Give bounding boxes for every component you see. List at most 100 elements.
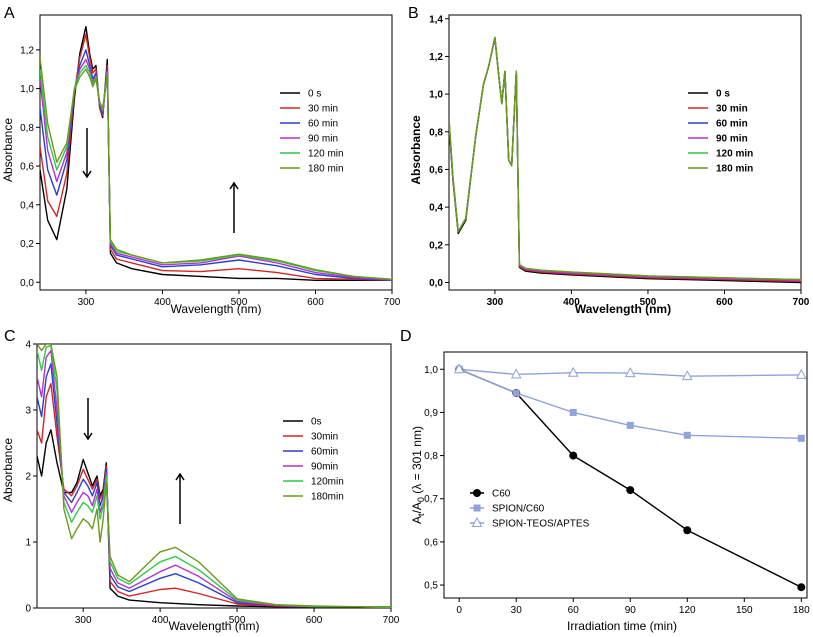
panel-d-point-spion-c60: [569, 408, 577, 416]
panel-b-legend-label: 90 min: [716, 134, 748, 145]
panel-c-legend-label: 60min: [311, 447, 338, 458]
panel-b-chart: Absorbance Wavelength (nm) 300 400 500 600 7…: [409, 14, 810, 316]
panel-letter-a: A: [4, 5, 15, 22]
panel-a-series-line-0: [40, 25, 392, 281]
panel-c-ylabel: Absorbance: [1, 438, 15, 502]
panel-a-legend-label: 60 min: [308, 119, 338, 130]
panel-d-legend-marker: [473, 504, 481, 512]
panel-c-legend-label: 120min: [311, 477, 344, 488]
panel-b-y-tick-label: 0,8: [429, 127, 443, 138]
panel-d-legend-label: C60: [492, 489, 511, 500]
panel-c-xlabel: Wavelength (nm): [169, 619, 260, 633]
panel-d-ylabel: At/A0 (λ = 301 nm): [410, 426, 426, 524]
panel-d-point-spion-teos: [510, 368, 522, 379]
panel-a-x-tick-label: 400: [154, 297, 171, 308]
panel-d-x-tick-label: 90: [625, 605, 637, 616]
panel-c-y-tick-label: 1: [25, 538, 31, 549]
panel-a-y-tick-label: 0,6: [20, 162, 34, 173]
panel-b-x-tick-label: 600: [716, 297, 733, 308]
panel-c-legend-label: 90min: [311, 462, 338, 473]
panel-d-y-tick-label: 0,9: [424, 408, 438, 419]
panel-b-series-line-1: [449, 36, 801, 283]
panel-d-x-tick-label: 120: [679, 605, 696, 616]
panel-letter-d: D: [400, 328, 412, 345]
panel-d-plot-frame: [443, 351, 808, 599]
panel-d-point-spion-teos: [681, 370, 693, 381]
panel-a-x-tick-label: 600: [307, 297, 324, 308]
panel-d-y-tick-label: 0,5: [424, 581, 438, 592]
panel-c-x-tick-label: 400: [152, 615, 169, 626]
panel-c-legend-label: 0s: [311, 417, 322, 428]
panel-a-x-tick-label: 700: [384, 297, 401, 308]
panel-b-plot-frame: [448, 14, 802, 291]
panel-b-xlabel: Wavelength (nm): [575, 302, 671, 316]
panel-d-point-spion-c60: [626, 421, 634, 429]
panel-d-y-tick-label: 1,0: [424, 365, 438, 376]
panel-c-series-line-1: [37, 382, 391, 608]
panel-d-series-line-1: [458, 368, 802, 439]
panel-d-y-tick-label: 0,6: [424, 537, 438, 548]
panel-c-arrow-up-icon: [175, 472, 185, 524]
panel-b-legend-label: 120 min: [716, 149, 753, 160]
panel-d-legend: C60 SPION/C60 SPION-TEOS/APTES: [470, 489, 590, 530]
panel-b-y-tick-label: 1,2: [429, 52, 443, 63]
panel-a-y-tick-label: 0,4: [20, 200, 34, 211]
panel-d-x-tick-label: 150: [736, 605, 753, 616]
panel-d-y-tick-label: 0,8: [424, 451, 438, 462]
panel-d-series-line-0: [458, 368, 802, 588]
panel-a-chart: Absorbance Wavelength (nm) 300 400 500 600 7…: [1, 14, 401, 316]
panel-d-xlabel: Irradiation time (min): [567, 619, 677, 633]
panel-b-x-tick-label: 300: [487, 297, 504, 308]
panel-b-ylabel: Absorbance: [409, 115, 423, 185]
panel-d-chart: At/A0 (λ = 301 nm) Irradiation time (min…: [410, 351, 810, 633]
panel-c-series-line-2: [37, 363, 391, 608]
panel-d-data-area: [458, 368, 802, 588]
panel-b-series-line-5: [449, 36, 801, 281]
panel-a-data-area: [40, 25, 392, 281]
panel-letter-c: C: [4, 328, 16, 345]
panel-c-legend: 0s 30min 60min 90min 120min 180min: [283, 417, 344, 503]
panel-b-y-tick-label: 0,2: [429, 240, 443, 251]
panel-c-x-tick-label: 500: [229, 615, 246, 626]
panel-b-data-area: [449, 36, 801, 284]
panel-d-point-spion-teos: [453, 363, 465, 374]
panel-d-legend-marker: [471, 516, 483, 527]
panel-a-arrow-down-icon: [82, 128, 92, 179]
panel-d-point-spion-teos: [567, 366, 579, 377]
panel-a-xlabel: Wavelength (nm): [171, 302, 262, 316]
panel-d-series-line-2: [459, 368, 802, 377]
panel-c-y-tick-label: 4: [25, 340, 31, 351]
panel-a-ylabel: Absorbance: [1, 118, 15, 182]
panel-a-legend-label: 30 min: [308, 104, 338, 115]
panel-c-legend-label: 180min: [311, 492, 344, 503]
panel-b-y-tick-label: 0,0: [429, 278, 443, 289]
panel-d-point-spion-teos: [795, 368, 807, 379]
panel-b-legend-label: 0 s: [716, 89, 730, 100]
panel-a-y-tick-label: 0,2: [20, 239, 34, 250]
panel-a-legend-label: 180 min: [308, 164, 344, 175]
panel-a-legend-label: 90 min: [308, 134, 338, 145]
panel-c-arrow-up-icon-head: [175, 472, 185, 481]
panel-b-legend-label: 60 min: [716, 119, 748, 130]
panel-c-arrow-down-icon-head: [83, 432, 93, 441]
panel-c-x-tick-label: 300: [75, 615, 92, 626]
panel-a-x-tick-label: 500: [231, 297, 248, 308]
panel-d-legend-label: SPION/C60: [492, 504, 545, 515]
panel-a-legend: 0 s 30 min 60 min 90 min 120 min 180 min: [280, 89, 344, 175]
panel-d-x-tick-label: 0: [456, 605, 462, 616]
panel-d-point-c60: [569, 451, 578, 460]
panel-d-point-c60: [797, 583, 806, 592]
panel-a-plot-frame: [39, 14, 393, 291]
panel-c-y-tick-label: 2: [25, 472, 31, 483]
panel-b-x-tick-label: 500: [640, 297, 657, 308]
panel-c-chart: Absorbance Wavelength (nm) 300 400 500 600 7…: [1, 340, 400, 634]
panel-b-y-tick-label: 0,6: [429, 165, 443, 176]
panel-c-y-tick-label: 3: [25, 406, 31, 417]
panel-d-point-spion-c60: [797, 434, 805, 442]
panel-d-point-spion-teos: [624, 367, 636, 378]
panel-b-legend-label: 30 min: [716, 104, 748, 115]
panel-c-x-tick-label: 600: [306, 615, 323, 626]
panel-d-point-c60: [683, 526, 692, 535]
panel-a-y-tick-label: 1,2: [20, 45, 34, 56]
panel-b-y-tick-label: 0,4: [429, 203, 443, 214]
